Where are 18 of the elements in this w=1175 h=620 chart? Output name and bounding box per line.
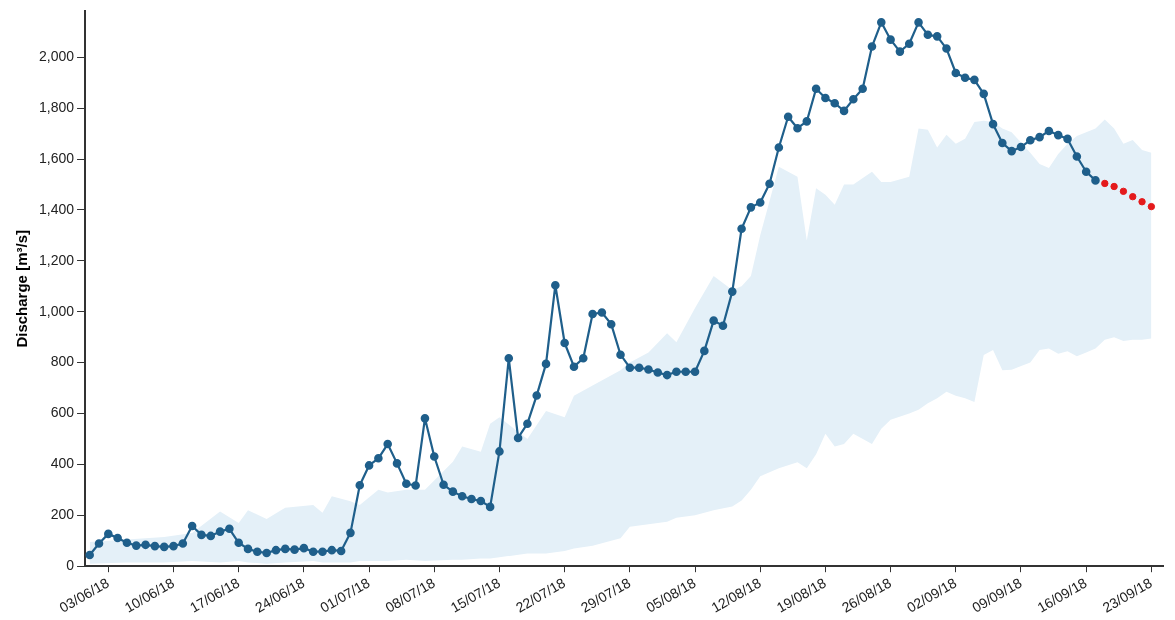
y-tick-label: 1,000 (38, 302, 75, 319)
point (1119, 187, 1128, 196)
y-tick-label: 1,400 (38, 200, 75, 217)
point (1147, 202, 1156, 211)
y-tick-label: 1,600 (38, 149, 75, 166)
y-axis-title: Discharge [m³/s] (13, 230, 31, 348)
point (1110, 182, 1118, 191)
y-tick-label: 400 (50, 455, 75, 472)
y-tick-label: 0 (66, 557, 75, 574)
y-tick-label: 200 (50, 506, 75, 523)
point (1101, 179, 1109, 188)
point (1129, 192, 1137, 201)
y-tick-label: 1,800 (38, 98, 75, 115)
y-tick-label: 800 (50, 353, 75, 370)
y-tick-label: 600 (50, 404, 75, 421)
point (1138, 198, 1146, 206)
y-tick-label: 1,200 (38, 251, 75, 268)
y-tick-label: 2,000 (38, 48, 75, 65)
